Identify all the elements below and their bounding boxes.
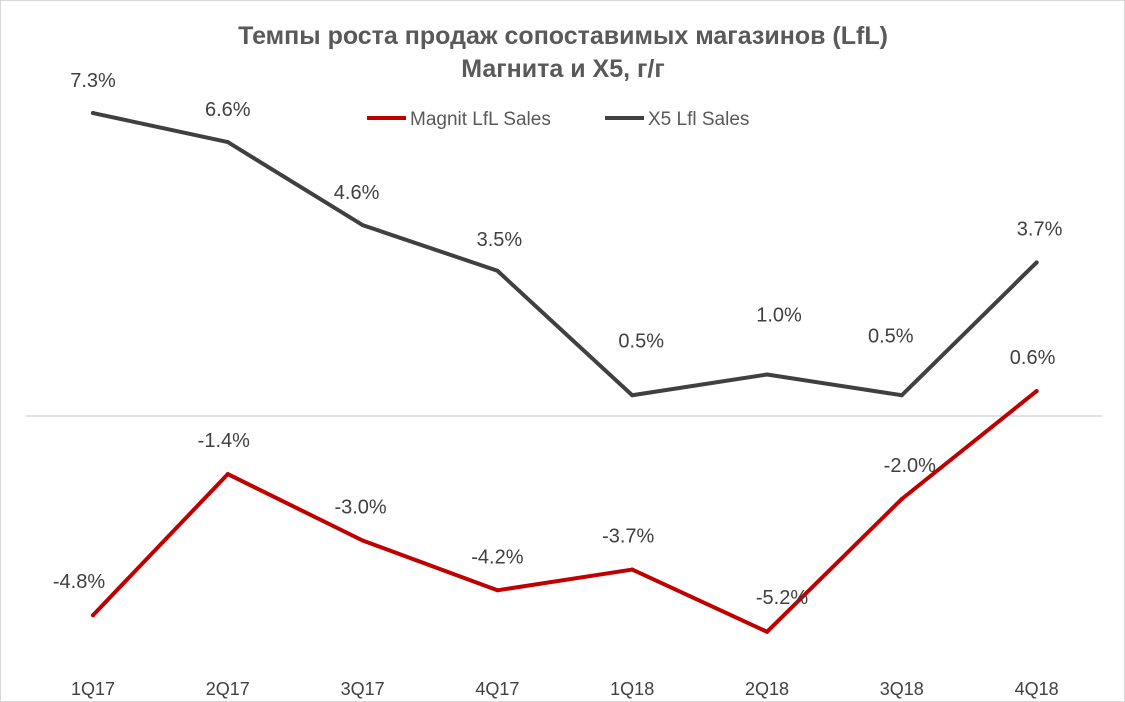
x-tick-label-2q17: 2Q17 bbox=[206, 679, 250, 699]
x-tick-label-1q18: 1Q18 bbox=[610, 679, 654, 699]
data-label-magnit-1q17: -4.8% bbox=[53, 571, 105, 593]
x-tick-label-4q17: 4Q17 bbox=[475, 679, 519, 699]
data-label-magnit-1q18: -3.7% bbox=[602, 526, 654, 548]
x-tick-label-1q17: 1Q17 bbox=[71, 679, 115, 699]
data-point-x5-4q17 bbox=[495, 268, 500, 273]
data-point-magnit-3q17 bbox=[360, 538, 365, 543]
data-label-x5-2q17: 6.6% bbox=[205, 99, 251, 121]
data-label-x5-1q18: 0.5% bbox=[618, 330, 664, 352]
data-label-magnit-3q17: -3.0% bbox=[334, 497, 386, 519]
data-label-magnit-2q18: -5.2% bbox=[756, 587, 808, 609]
x-tick-label-3q18: 3Q18 bbox=[880, 679, 924, 699]
x-axis-tick-labels: 1Q17 2Q17 3Q17 4Q17 1Q18 2Q18 3Q18 4Q18 bbox=[71, 679, 1059, 699]
data-label-magnit-2q17: -1.4% bbox=[198, 430, 250, 452]
data-point-x5-1q18 bbox=[630, 393, 635, 398]
data-labels: -4.8% -1.4% -3.0% -4.2% -3.7% -5.2% -2.0% 0.6% 7… bbox=[53, 70, 1063, 609]
data-label-x5-4q17: 3.5% bbox=[477, 229, 523, 251]
data-label-x5-3q18: 0.5% bbox=[868, 325, 914, 347]
chart-subtitle: Магнита и Х5, г/г bbox=[461, 55, 665, 83]
data-label-magnit-4q18: 0.6% bbox=[1010, 347, 1056, 369]
series-line-magnit bbox=[91, 389, 1039, 634]
x-tick-label-3q17: 3Q17 bbox=[341, 679, 385, 699]
data-point-magnit-4q18 bbox=[1034, 389, 1039, 394]
series-line-x5 bbox=[91, 111, 1039, 398]
data-point-magnit-3q18 bbox=[899, 497, 904, 501]
data-point-x5-3q18 bbox=[899, 393, 904, 398]
data-label-x5-3q17: 4.6% bbox=[334, 182, 380, 204]
data-point-magnit-1q18 bbox=[630, 567, 635, 572]
legend-label-magnit: Magnit LfL Sales bbox=[410, 109, 551, 130]
legend-label-x5: X5 Lfl Sales bbox=[648, 109, 749, 130]
series-lines bbox=[91, 111, 1039, 634]
data-point-x5-3q17 bbox=[360, 223, 365, 228]
data-label-x5-4q18: 3.7% bbox=[1017, 218, 1063, 240]
data-label-magnit-4q17: -4.2% bbox=[471, 546, 523, 568]
data-point-x5-1q17 bbox=[91, 111, 95, 116]
x-tick-label-2q18: 2Q18 bbox=[745, 679, 789, 699]
data-label-x5-2q18: 1.0% bbox=[756, 305, 802, 327]
data-label-magnit-3q18: -2.0% bbox=[884, 455, 936, 477]
data-label-x5-1q17: 7.3% bbox=[70, 70, 116, 92]
x-tick-label-4q18: 4Q18 bbox=[1015, 679, 1059, 699]
chart-title: Темпы роста продаж сопоставимых магазино… bbox=[238, 22, 888, 50]
data-point-magnit-2q17 bbox=[225, 472, 230, 477]
data-point-x5-4q18 bbox=[1034, 260, 1039, 265]
data-point-magnit-1q17 bbox=[91, 613, 95, 618]
data-point-magnit-2q18 bbox=[765, 629, 769, 634]
data-point-x5-2q18 bbox=[765, 372, 769, 377]
data-point-x5-2q17 bbox=[225, 140, 230, 145]
data-point-magnit-4q17 bbox=[495, 588, 500, 593]
legend: Magnit LfL Sales X5 Lfl Sales bbox=[367, 109, 749, 130]
